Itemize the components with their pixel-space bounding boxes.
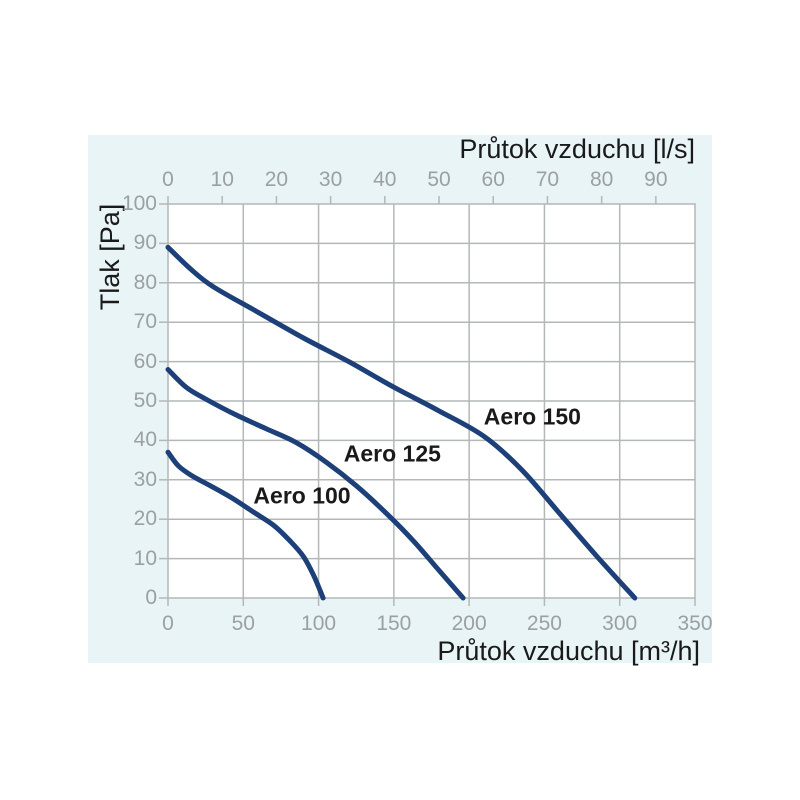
top-axis-tick-label: 50 [427,168,451,191]
bottom-axis-tick-label: 200 [451,612,487,635]
series-label-aero-125: Aero 125 [343,440,441,467]
curve-aero-150 [165,244,638,601]
curve-aero-100 [165,449,326,601]
left-axis-tick-label: 50 [133,389,157,412]
left-axis-tick-label: 40 [133,428,157,452]
left-axis-tick-label: 0 [145,586,157,609]
left-axis-tick-label: 80 [133,270,157,294]
bottom-axis-tick-label: 50 [231,612,255,635]
top-axis-tick-label: 40 [373,168,397,191]
left-axis-title: Tlak [Pa] [95,203,125,311]
bottom-axis-title: Průtok vzduchu [m³/h] [437,636,700,666]
left-axis-tick-label: 60 [133,349,157,373]
left-axis-tick-label: 70 [133,310,157,334]
series-label-aero-150: Aero 150 [483,403,581,430]
bottom-axis-tick-label: 150 [376,612,412,635]
top-axis-title: Průtok vzduchu [l/s] [459,134,695,164]
top-axis-tick-label: 60 [481,168,505,191]
top-axis-tick-label: 70 [535,168,560,191]
top-axis-tick-label: 10 [210,168,234,191]
left-axis-tick-label: 90 [133,231,157,255]
top-axis-tick-label: 20 [264,168,289,191]
bottom-axis-tick-label: 250 [526,612,562,635]
series-label-aero-100: Aero 100 [253,482,351,509]
left-axis-tick-label: 10 [133,546,157,570]
top-axis-tick-label: 0 [162,168,174,191]
bottom-axis-tick-label: 0 [162,612,174,635]
bottom-axis-tick-label: 100 [301,612,337,635]
bottom-axis-tick-label: 300 [602,612,638,635]
bottom-axis-tick-label: 350 [677,612,713,635]
top-axis-tick-label: 90 [644,168,668,191]
left-axis-tick-label: 100 [121,192,157,215]
top-axis-tick-label: 80 [589,168,614,191]
curve-aero-125 [165,367,466,601]
top-axis-tick-label: 30 [318,168,343,191]
left-axis-tick-label: 20 [133,507,157,531]
left-axis-tick-label: 30 [133,467,157,491]
